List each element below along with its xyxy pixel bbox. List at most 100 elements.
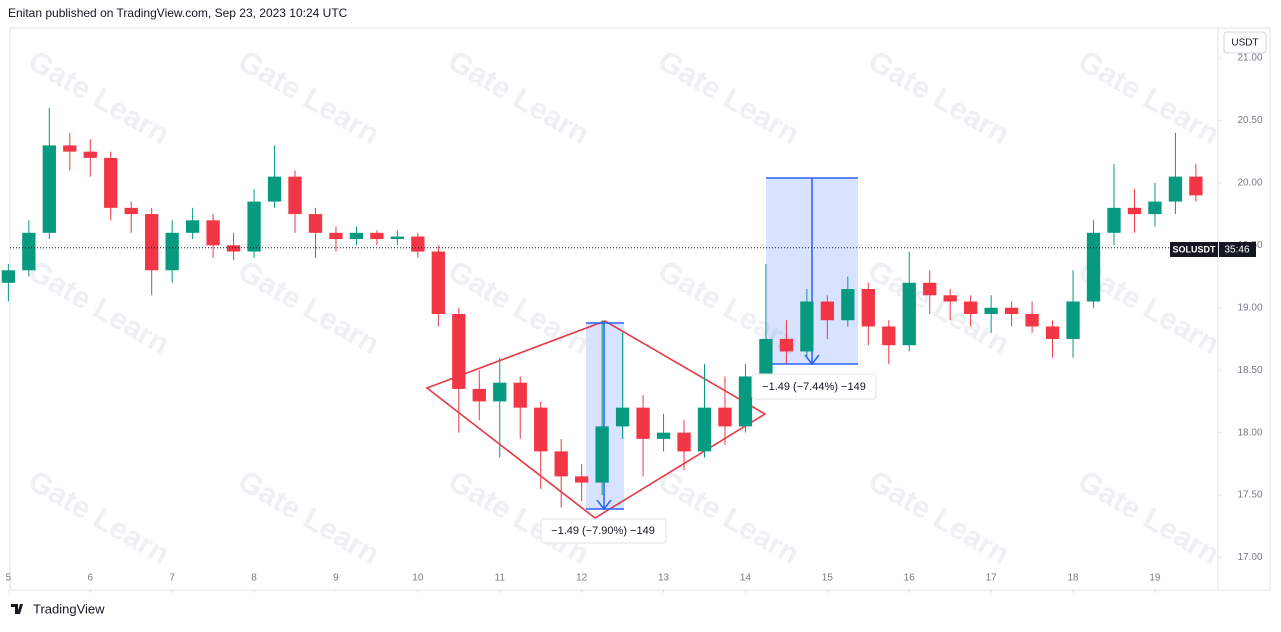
candle-body <box>104 157 118 208</box>
footer: TradingView <box>33 601 105 616</box>
candle-body <box>800 301 814 352</box>
candle-body <box>902 282 916 346</box>
candle-body <box>411 236 425 252</box>
candle-body <box>452 313 466 389</box>
candle-body <box>226 245 241 252</box>
candle-body <box>63 145 77 152</box>
candle-body <box>513 382 527 408</box>
candle-body <box>1148 201 1162 215</box>
candle-body <box>390 236 405 240</box>
candle-body <box>349 232 364 240</box>
candle-body <box>370 232 384 240</box>
x-tick-label: 16 <box>904 573 916 584</box>
candle-body <box>779 338 794 352</box>
countdown-label: 35:46 <box>1224 245 1249 256</box>
x-tick-label: 8 <box>251 573 257 584</box>
candle-body <box>1025 313 1039 327</box>
candle-body <box>1066 301 1080 339</box>
candle-body <box>145 214 159 271</box>
y-tick-label: 18.00 <box>1237 427 1262 438</box>
candle-body <box>984 307 998 314</box>
x-tick-label: 10 <box>412 573 424 584</box>
candle-body <box>820 301 834 321</box>
candle-body <box>943 295 957 302</box>
candle-body <box>697 407 712 452</box>
y-tick-label: 17.00 <box>1237 552 1262 563</box>
brand: TradingView <box>11 601 105 616</box>
countdown-tag <box>1219 242 1256 257</box>
candle-body <box>472 388 486 402</box>
x-tick-label: 17 <box>986 573 998 584</box>
y-tick-label: 19.00 <box>1237 302 1262 313</box>
symbol-label: SOLUSDT <box>1172 244 1216 254</box>
candle-body <box>923 282 937 296</box>
candle-body <box>1189 176 1203 196</box>
x-tick-label: 14 <box>740 573 752 584</box>
candle-body <box>1086 232 1101 302</box>
measure-label: −1.49 (−7.90%) −149 <box>551 525 655 537</box>
x-tick-label: 5 <box>6 573 12 584</box>
candle-body <box>534 407 548 452</box>
candle-body <box>267 176 282 202</box>
candle-body <box>329 232 343 240</box>
measure-label: −1.49 (−7.44%) −149 <box>762 381 866 393</box>
candle-body <box>882 326 896 346</box>
candle-body <box>1 270 16 283</box>
candle-body <box>1045 326 1060 339</box>
candle-body <box>656 432 671 439</box>
label-box <box>751 373 877 400</box>
header: Enitan published on TradingView.com, Sep… <box>8 6 348 20</box>
candle-body <box>636 407 650 439</box>
candle-body <box>677 432 691 452</box>
candle-body <box>759 338 773 377</box>
candle-body <box>841 289 855 321</box>
y-tick-label: 17.50 <box>1237 490 1262 501</box>
candle-body <box>431 251 445 314</box>
logo <box>11 604 23 614</box>
candle-body <box>165 232 179 271</box>
candle-body <box>554 451 568 477</box>
candle-body <box>574 476 589 483</box>
x-tick-label: 19 <box>1149 573 1161 584</box>
x-tick-label: 18 <box>1067 573 1079 584</box>
candle-body <box>595 426 609 483</box>
x-tick-label: 11 <box>495 573 506 584</box>
candle-body <box>247 201 261 252</box>
candle-body <box>206 220 220 246</box>
candle-body <box>964 301 978 314</box>
candle-body <box>288 176 302 215</box>
measure-labels: −1.49 (−7.90%) −149 −1.49 (−7.44%) −149 <box>540 373 877 544</box>
diamond-pattern <box>425 320 767 519</box>
candle-body <box>738 376 753 427</box>
candle-body <box>1107 207 1121 233</box>
candle-body <box>1004 307 1019 314</box>
y-tick-label: 20.50 <box>1237 115 1262 126</box>
chart-frame <box>9 27 1271 591</box>
price-tag: SOLUSDT 35:46 <box>1170 242 1256 257</box>
candle-body <box>615 407 630 427</box>
candle-body <box>1168 176 1183 202</box>
arrow-head <box>804 354 820 366</box>
arrow-head <box>596 499 612 511</box>
candle-body <box>185 220 200 233</box>
candle-body <box>861 289 875 327</box>
x-tick-label: 13 <box>658 573 670 584</box>
y-tick-label: 18.50 <box>1237 365 1262 376</box>
x-tick-label: 15 <box>822 573 834 584</box>
candle-body <box>718 407 732 427</box>
candle-body <box>83 151 97 158</box>
currency-button[interactable] <box>1223 31 1267 54</box>
candle-body <box>493 382 507 402</box>
x-tick-label: 7 <box>169 573 175 584</box>
candle-body <box>1127 207 1142 215</box>
x-tick-label: 12 <box>576 573 588 584</box>
candle-body <box>42 145 56 233</box>
symbol-tag <box>1170 242 1218 257</box>
x-tick-label: 6 <box>87 573 93 584</box>
candle-body <box>124 207 138 215</box>
currency-label[interactable]: USDT <box>1231 38 1258 49</box>
label-box <box>540 518 667 544</box>
candle-body <box>308 214 323 233</box>
y-tick-label: 20.00 <box>1237 178 1262 189</box>
